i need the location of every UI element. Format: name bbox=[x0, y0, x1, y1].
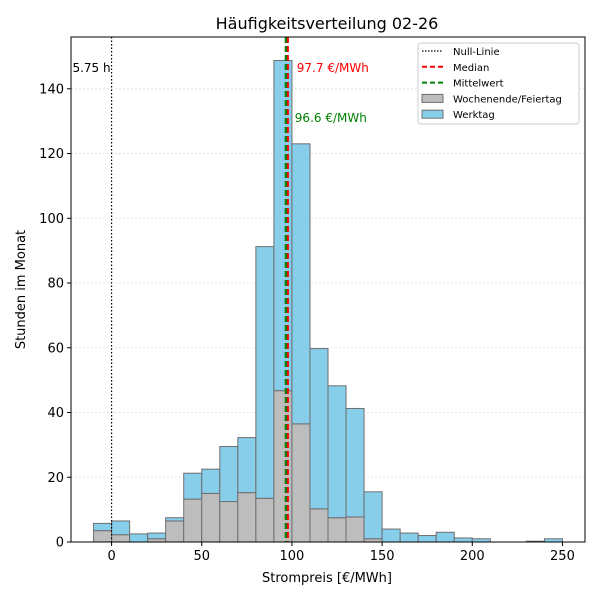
annotations: 5.75 h 97.7 €/MWh 96.6 €/MWh bbox=[72, 61, 368, 125]
bar-werktag bbox=[417, 535, 437, 543]
chart-title: Häufigkeitsverteilung 02-26 bbox=[216, 14, 439, 33]
bar-werktag bbox=[255, 246, 275, 499]
y-tick-label: 20 bbox=[47, 471, 64, 486]
legend-entry-label: Werktag bbox=[453, 110, 495, 121]
x-tick-label: 100 bbox=[280, 549, 305, 564]
y-tick-label: 80 bbox=[47, 277, 64, 292]
x-tick-label: 0 bbox=[107, 549, 115, 564]
bar-wochenende bbox=[309, 508, 329, 543]
y-axis-label: Stunden im Monat bbox=[14, 230, 29, 349]
bar-werktag bbox=[345, 407, 365, 518]
bar-werktag bbox=[147, 532, 167, 540]
bar-werktag bbox=[399, 532, 419, 543]
legend-swatch-patch bbox=[421, 93, 444, 103]
annotation-label: 97.7 €/MWh bbox=[297, 61, 369, 75]
annotation-label: 96.6 €/MWh bbox=[295, 111, 367, 125]
bar-wochenende bbox=[345, 516, 365, 543]
plot-frame bbox=[70, 36, 586, 543]
bar-wochenende bbox=[183, 498, 203, 543]
y-tick-label: 120 bbox=[39, 147, 64, 162]
legend-box bbox=[417, 42, 580, 125]
bar-werktag bbox=[219, 446, 239, 503]
bar-werktag bbox=[327, 385, 347, 519]
bar-werktag bbox=[183, 472, 203, 500]
legend-entry-label: Null-Linie bbox=[453, 47, 500, 58]
bar-wochenende bbox=[273, 390, 293, 543]
y-tick-label: 40 bbox=[47, 406, 64, 421]
bar-werktag bbox=[363, 491, 383, 540]
bar-wochenende bbox=[291, 423, 311, 543]
legend-entry-label: Median bbox=[453, 63, 489, 74]
bar-werktag bbox=[291, 143, 311, 425]
y-axis-ticks: 0 20 40 60 80 100 120 140 bbox=[39, 82, 71, 551]
bar-wochenende bbox=[111, 534, 131, 543]
y-tick-label: 60 bbox=[47, 341, 64, 356]
bar-wochenende bbox=[327, 517, 347, 543]
x-axis-label: Strompreis [€/MWh] bbox=[262, 571, 392, 586]
bar-werktag bbox=[273, 59, 293, 392]
y-tick-label: 140 bbox=[39, 82, 64, 97]
x-tick-label: 150 bbox=[370, 549, 395, 564]
bar-werktag bbox=[381, 528, 401, 543]
bar-wochenende bbox=[219, 501, 239, 543]
legend-entry-label: Wochenende/Feiertag bbox=[453, 94, 562, 105]
bar-werktag bbox=[237, 437, 257, 494]
bar-werktag bbox=[201, 468, 221, 494]
legend: Null-Linie Median Mittelwert Wochenende/Fei… bbox=[417, 42, 580, 125]
bar-werktag bbox=[309, 348, 329, 510]
annotation-label: 5.75 h bbox=[72, 61, 110, 75]
bar-wochenende bbox=[93, 530, 113, 543]
bar-werktag bbox=[93, 522, 113, 532]
x-axis-ticks: 0 50 100 150 200 250 bbox=[107, 542, 575, 564]
x-tick-label: 50 bbox=[193, 549, 210, 564]
bar-wochenende bbox=[237, 492, 257, 543]
bar-werktag bbox=[111, 520, 131, 536]
y-tick-label: 100 bbox=[39, 212, 64, 227]
bar-werktag bbox=[453, 537, 473, 543]
x-tick-label: 200 bbox=[460, 549, 485, 564]
reference-lines bbox=[110, 37, 289, 542]
bar-wochenende bbox=[255, 497, 275, 543]
bar-wochenende bbox=[165, 520, 185, 543]
legend-entry-label: Mittelwert bbox=[453, 79, 504, 90]
bar-werktag bbox=[129, 533, 149, 543]
bar-werktag bbox=[165, 517, 185, 522]
y-tick-label: 0 bbox=[56, 536, 64, 551]
legend-swatch-patch bbox=[421, 109, 444, 119]
x-tick-label: 250 bbox=[550, 549, 575, 564]
bar-wochenende bbox=[201, 492, 221, 543]
bar-werktag bbox=[435, 531, 455, 543]
